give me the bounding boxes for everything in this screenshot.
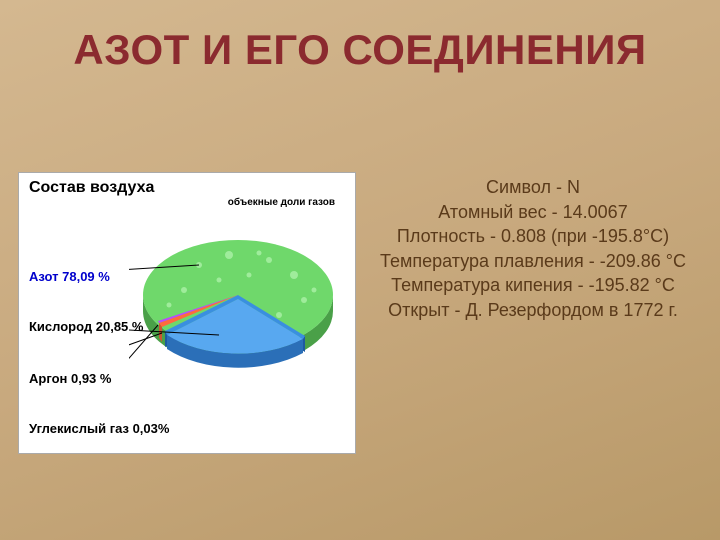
info-melting: Температура плавления - -209.86 °C: [368, 250, 698, 273]
label-argon: Аргон 0,93 %: [29, 371, 111, 386]
label-oxygen: Кислород 20,85 %: [29, 319, 143, 334]
air-composition-chart: Состав воздуха объекные доли газов: [18, 172, 356, 454]
info-density: Плотность - 0.808 (при -195.8°C): [368, 225, 698, 248]
label-nitrogen: Азот 78,09 %: [29, 269, 110, 284]
chart-title: Состав воздуха: [29, 179, 154, 197]
label-co2: Углекислый газ 0,03%: [29, 421, 169, 436]
info-symbol: Символ - N: [368, 176, 698, 199]
info-boiling: Температура кипения - -195.82 °C: [368, 274, 698, 297]
page-title: АЗОТ И ЕГО СОЕДИНЕНИЯ: [0, 28, 720, 72]
pie-chart-svg: [129, 205, 347, 385]
element-info: Символ - N Атомный вес - 14.0067 Плотнос…: [368, 176, 698, 323]
info-weight: Атомный вес - 14.0067: [368, 201, 698, 224]
info-discover: Открыт - Д. Резерфордом в 1772 г.: [368, 299, 698, 322]
